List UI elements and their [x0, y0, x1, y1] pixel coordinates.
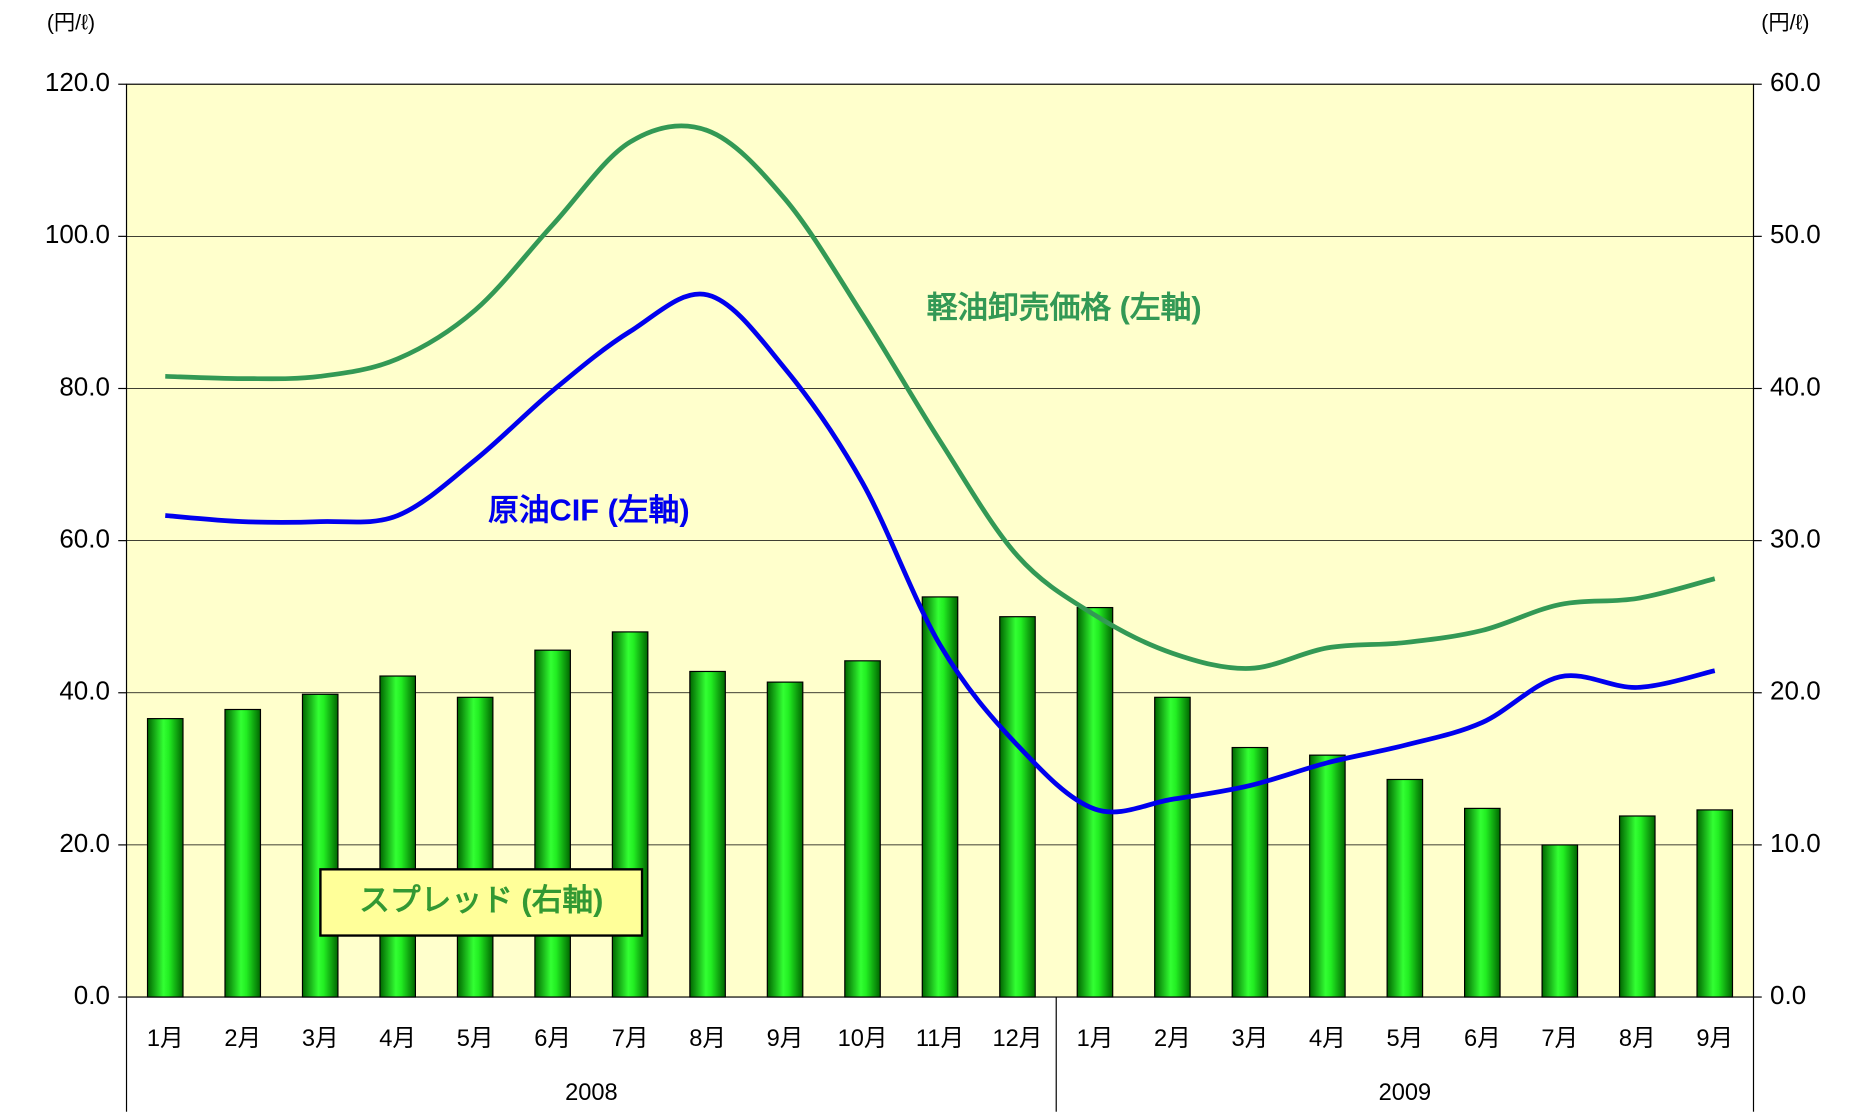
y2-tick-label: 30.0 — [1770, 524, 1821, 554]
bar — [1154, 696, 1191, 998]
x-tick-label: 10月 — [838, 1026, 888, 1052]
x-tick-label: 9月 — [1696, 1026, 1733, 1052]
legend-box — [319, 868, 644, 937]
bar — [1696, 809, 1734, 998]
bar — [1464, 807, 1501, 998]
bar — [534, 649, 571, 998]
x-tick-label: 3月 — [302, 1026, 339, 1052]
y2-tick-label: 60.0 — [1770, 67, 1821, 97]
group-label: 2008 — [565, 1080, 618, 1106]
x-tick-label: 6月 — [1464, 1026, 1501, 1052]
x-tick-label: 6月 — [534, 1026, 571, 1052]
bar — [921, 596, 959, 998]
x-tick-label: 2月 — [224, 1026, 261, 1052]
bar — [1618, 815, 1656, 998]
y2-tick-label: 50.0 — [1770, 219, 1821, 249]
bar — [844, 660, 881, 998]
y-tick-label: 20.0 — [59, 828, 110, 858]
line — [165, 123, 1716, 671]
y-tick-label: 40.0 — [59, 676, 110, 706]
bar — [999, 616, 1036, 998]
series-label: スプレッド (右軸) — [359, 883, 603, 918]
series-label: 原油CIF (左軸) — [488, 492, 689, 527]
y2-axis-label: (円/ℓ) — [1761, 11, 1809, 35]
y2-tick-label: 20.0 — [1770, 676, 1821, 706]
bar — [1309, 754, 1346, 998]
x-tick-label: 4月 — [1309, 1026, 1346, 1052]
y-tick-label: 0.0 — [74, 980, 110, 1010]
x-tick-label: 3月 — [1232, 1026, 1269, 1052]
x-tick-label: 7月 — [1541, 1026, 1578, 1052]
series-label: 軽油卸売価格 (左軸) — [927, 290, 1202, 325]
y2-tick-label: 40.0 — [1770, 371, 1821, 401]
x-tick-label: 5月 — [457, 1026, 494, 1052]
x-tick-label: 8月 — [1619, 1026, 1656, 1052]
bar — [224, 708, 262, 998]
bar — [379, 675, 417, 998]
bar — [456, 696, 494, 998]
group-label: 2009 — [1379, 1080, 1432, 1106]
y-tick-label: 60.0 — [59, 524, 110, 554]
x-tick-label: 1月 — [147, 1026, 184, 1052]
bar — [766, 681, 804, 998]
line — [165, 291, 1716, 815]
x-tick-label: 5月 — [1386, 1026, 1423, 1052]
bar — [611, 631, 649, 998]
bar — [1541, 844, 1579, 998]
bar — [301, 693, 339, 998]
x-tick-label: 12月 — [993, 1026, 1043, 1052]
x-tick-label: 8月 — [689, 1026, 726, 1052]
x-tick-label: 11月 — [916, 1026, 964, 1052]
y-axis-label: (円/ℓ) — [47, 11, 95, 35]
y-tick-label: 80.0 — [59, 371, 110, 401]
x-tick-label: 7月 — [612, 1026, 649, 1052]
y2-tick-label: 0.0 — [1770, 980, 1806, 1010]
y-tick-label: 100.0 — [45, 219, 110, 249]
y-tick-label: 120.0 — [45, 67, 110, 97]
x-tick-label: 4月 — [379, 1026, 416, 1052]
x-tick-label: 9月 — [767, 1026, 804, 1052]
bar — [146, 718, 184, 998]
bar — [689, 670, 726, 998]
x-tick-label: 2月 — [1154, 1026, 1191, 1052]
bar — [1386, 778, 1424, 998]
x-tick-label: 1月 — [1077, 1026, 1114, 1052]
y2-tick-label: 10.0 — [1770, 828, 1821, 858]
